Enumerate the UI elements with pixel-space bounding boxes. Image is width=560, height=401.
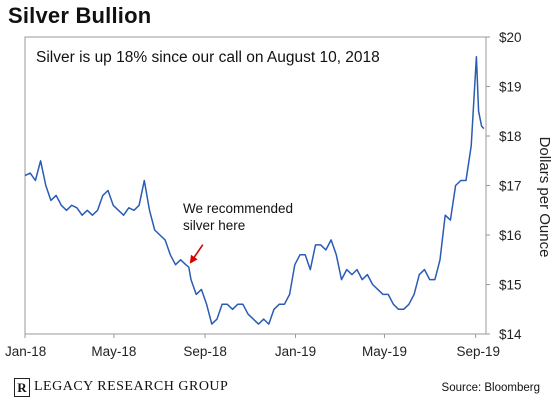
x-tick-label: Sep-19 (456, 344, 500, 359)
y-tick-label: $16 (499, 228, 522, 243)
y-axis-ticks: $14 $15 $16 $17 $18 $19 $20 (486, 30, 522, 342)
x-axis-ticks: Jan-18 May-18 Sep-18 Jan-19 May-19 Sep-19 (5, 334, 500, 359)
annotation-line-2: silver here (183, 218, 245, 233)
annotation-arrowhead (189, 254, 198, 264)
y-tick-label: $15 (499, 278, 522, 293)
x-tick-label: Sep-18 (183, 344, 227, 359)
series-line (24, 56, 485, 325)
annotation-line-1: We recommended (183, 201, 293, 216)
plot-frame (24, 36, 487, 335)
page-title: Silver Bullion (8, 3, 152, 28)
y-tick-label: $20 (499, 30, 522, 45)
y-axis-label: Dollars per Ounce (536, 137, 553, 258)
source-note: Source: Bloomberg (441, 382, 540, 394)
x-tick-label: May-19 (362, 344, 407, 359)
y-tick-label: $18 (499, 129, 522, 144)
brand-name: LEGACY RESEARCH GROUP (34, 379, 229, 394)
brand-logo-icon: R (14, 378, 30, 397)
y-tick-label: $19 (499, 80, 522, 95)
x-tick-label: May-18 (91, 344, 136, 359)
x-tick-label: Jan-18 (5, 344, 46, 359)
y-tick-label: $17 (499, 179, 522, 194)
y-tick-label: $14 (499, 327, 522, 342)
chart-callout: Silver is up 18% since our call on Augus… (36, 49, 380, 66)
x-tick-label: Jan-19 (275, 344, 316, 359)
